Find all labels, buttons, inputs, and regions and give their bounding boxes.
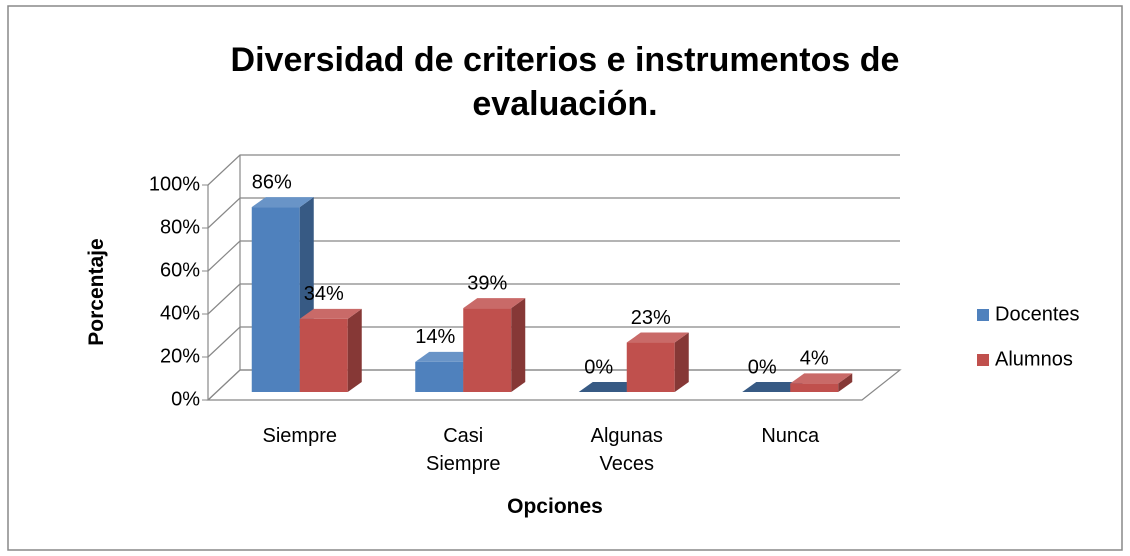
bar-front [790, 383, 839, 392]
value-label: 0% [748, 356, 777, 378]
y-tick-label: 80% [160, 216, 200, 238]
bar-front [251, 207, 300, 392]
x-tick-label: Siempre [262, 425, 337, 447]
bar-front [463, 308, 512, 392]
grid-line [207, 283, 900, 315]
y-tick-label: 100% [149, 173, 200, 195]
value-label: 0% [584, 356, 613, 378]
grid-line [207, 326, 900, 358]
value-label: 14% [415, 326, 455, 348]
value-label: 23% [631, 307, 671, 329]
bar-side [674, 332, 689, 392]
chart-frame [7, 5, 1123, 551]
bar-top [415, 351, 478, 362]
bar-side [838, 373, 853, 392]
bar-top [463, 298, 526, 309]
bar-top [299, 308, 362, 319]
x-tick-label: Nunca [761, 425, 820, 447]
bar-side [511, 298, 526, 392]
y-tick-label: 20% [160, 345, 200, 367]
value-label: 86% [252, 171, 292, 193]
bar-top [251, 197, 314, 208]
bar-front [415, 361, 464, 392]
bar-front [626, 342, 675, 392]
bar-top [742, 382, 805, 392]
legend-swatch [977, 309, 989, 321]
legend-swatch [977, 354, 989, 366]
legend-label: Docentes [995, 303, 1080, 325]
y-tick-label: 60% [160, 259, 200, 281]
value-label: 4% [800, 348, 829, 370]
y-axis-title: Porcentaje [85, 238, 108, 346]
bar-top [578, 382, 641, 392]
bar-front [299, 318, 348, 392]
bar-top [626, 332, 689, 343]
x-tick-label: Algunas Veces [590, 425, 663, 475]
grid-line [207, 197, 900, 229]
x-axis-title: Opciones [507, 495, 603, 518]
bar-top [790, 373, 853, 384]
legend-label: Alumnos [995, 348, 1073, 370]
grid-line [207, 240, 900, 272]
bar-side [347, 308, 362, 392]
value-label: 39% [467, 272, 507, 294]
y-tick-label: 0% [171, 388, 200, 410]
grid-line [207, 154, 900, 186]
x-tick-label: Casi Siempre [426, 425, 501, 475]
value-label: 34% [304, 283, 344, 305]
y-tick-label: 40% [160, 302, 200, 324]
chart-title: Diversidad de criterios e instrumentos d… [230, 41, 900, 123]
